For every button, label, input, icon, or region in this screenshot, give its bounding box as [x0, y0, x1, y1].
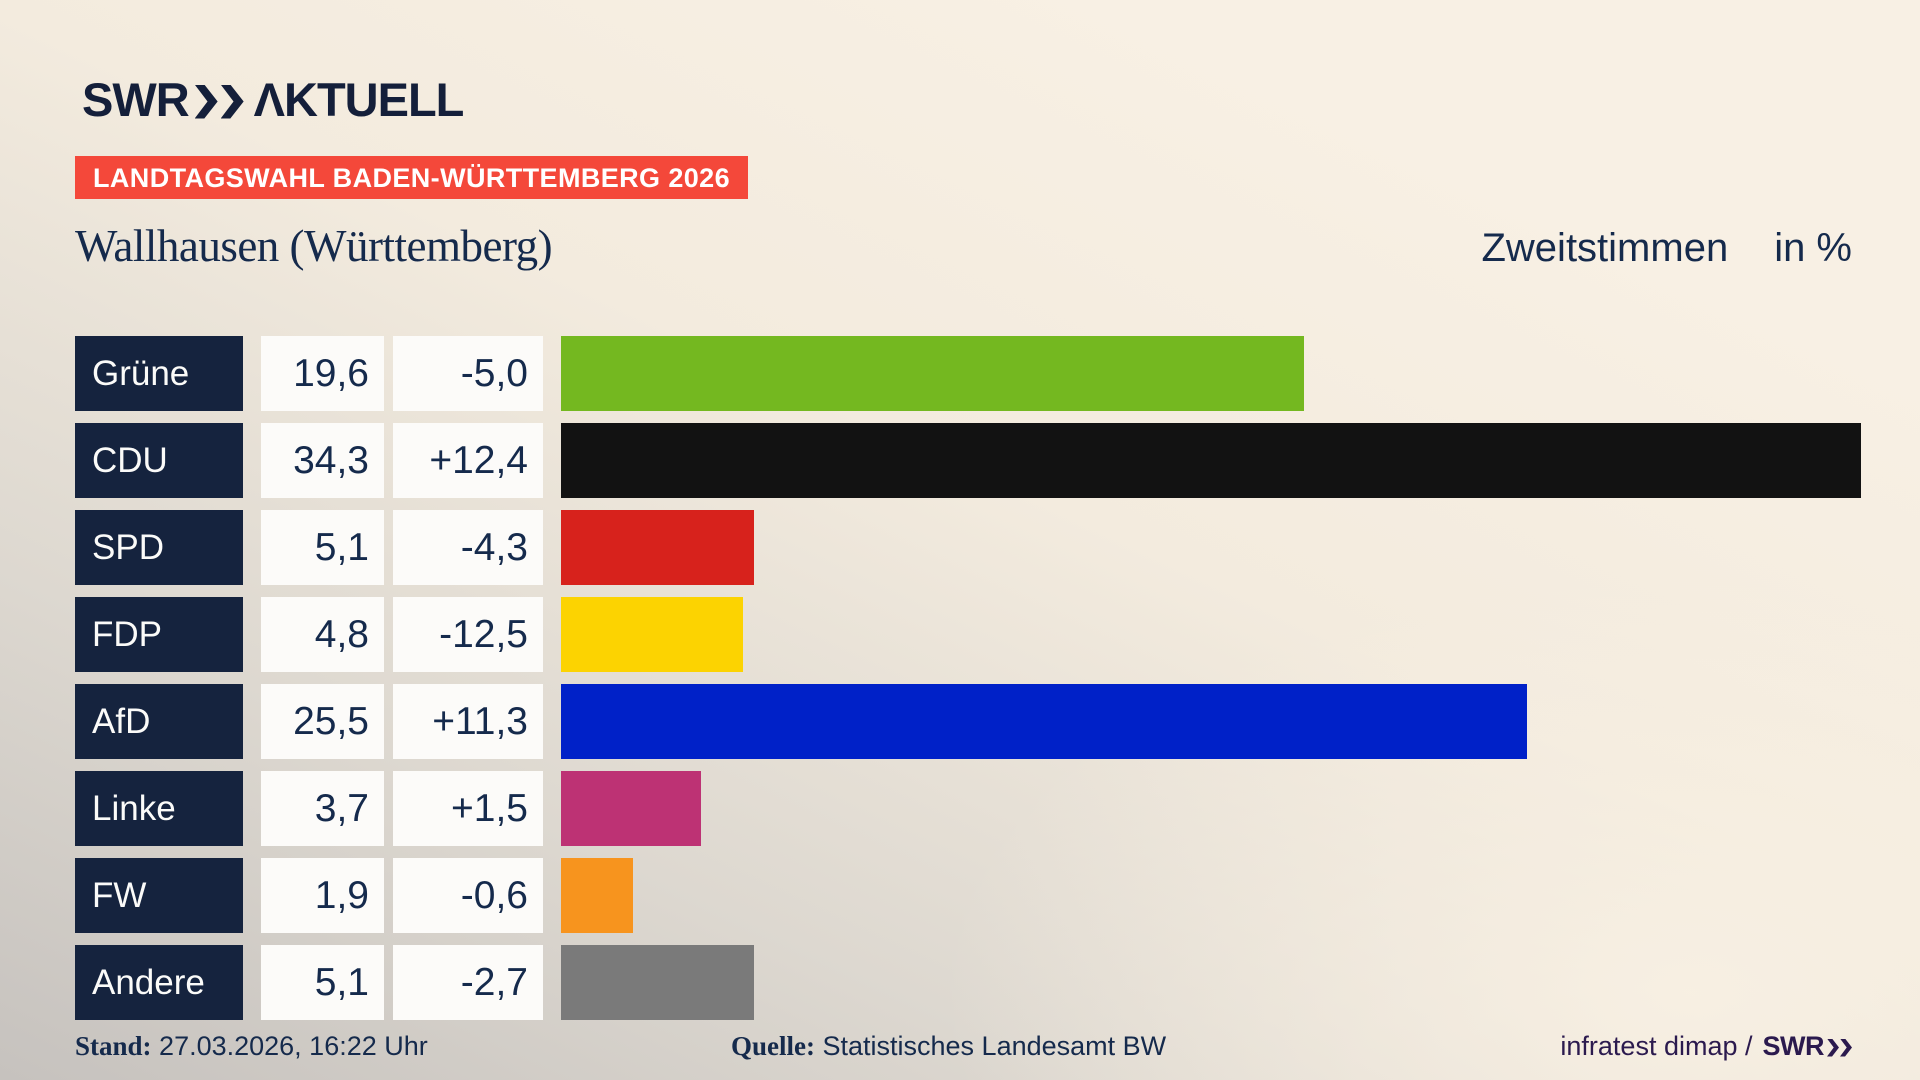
double-chevron-icon	[194, 84, 244, 119]
measure-unit: in %	[1774, 226, 1852, 270]
measure-label: Zweitstimmen in %	[1481, 226, 1852, 271]
party-row: Andere 5,1 -2,7	[75, 945, 1861, 1020]
timestamp: Stand: 27.03.2026, 16:22 Uhr	[75, 1031, 428, 1062]
party-change: -2,7	[393, 945, 543, 1020]
party-value: 34,3	[261, 423, 384, 498]
party-label: FW	[75, 858, 243, 933]
swr-aktuell-logo: SWR ΛKTUELL	[82, 72, 465, 127]
credit-text: infratest dimap /	[1560, 1031, 1753, 1061]
measure-name: Zweitstimmen	[1481, 226, 1729, 270]
party-value: 5,1	[261, 945, 384, 1020]
chevron-right-icon	[220, 84, 244, 119]
party-change: +12,4	[393, 423, 543, 498]
party-label: AfD	[75, 684, 243, 759]
chevron-right-icon	[1827, 1038, 1839, 1057]
party-label: Grüne	[75, 336, 243, 411]
bar-chart: Grüne 19,6 -5,0 CDU 34,3 +12,4 SPD 5,1 -4,3 FDP 4,…	[75, 336, 1861, 1032]
party-bar	[561, 423, 1861, 498]
party-value: 5,1	[261, 510, 384, 585]
logo-swr-text: SWR	[82, 73, 190, 126]
party-bar	[561, 336, 1304, 411]
party-row: SPD 5,1 -4,3	[75, 510, 1861, 585]
party-change: -5,0	[393, 336, 543, 411]
party-row: FDP 4,8 -12,5	[75, 597, 1861, 672]
party-value: 19,6	[261, 336, 384, 411]
party-change: -0,6	[393, 858, 543, 933]
chevron-right-icon	[194, 84, 218, 119]
party-label: CDU	[75, 423, 243, 498]
swr-logo-small: SWR	[1762, 1031, 1852, 1062]
party-bar	[561, 858, 633, 933]
source-label: Quelle:	[731, 1031, 815, 1061]
timestamp-value: 27.03.2026, 16:22 Uhr	[159, 1031, 428, 1061]
logo-swr-text: SWR	[1762, 1031, 1825, 1061]
credit: infratest dimap / SWR	[1560, 1031, 1852, 1062]
chevron-right-icon	[1840, 1038, 1852, 1057]
party-value: 25,5	[261, 684, 384, 759]
source: Quelle: Statistisches Landesamt BW	[731, 1031, 1166, 1062]
party-label: Linke	[75, 771, 243, 846]
party-bar	[561, 510, 754, 585]
party-row: AfD 25,5 +11,3	[75, 684, 1861, 759]
page-title: Wallhausen (Württemberg)	[75, 221, 553, 271]
party-change: -12,5	[393, 597, 543, 672]
party-change: +11,3	[393, 684, 543, 759]
party-row: FW 1,9 -0,6	[75, 858, 1861, 933]
party-change: +1,5	[393, 771, 543, 846]
party-label: SPD	[75, 510, 243, 585]
party-bar	[561, 771, 701, 846]
party-row: Linke 3,7 +1,5	[75, 771, 1861, 846]
party-change: -4,3	[393, 510, 543, 585]
party-value: 3,7	[261, 771, 384, 846]
party-row: CDU 34,3 +12,4	[75, 423, 1861, 498]
party-bar	[561, 597, 743, 672]
party-label: FDP	[75, 597, 243, 672]
party-bar	[561, 684, 1527, 759]
party-label: Andere	[75, 945, 243, 1020]
party-value: 1,9	[261, 858, 384, 933]
source-value: Statistisches Landesamt BW	[822, 1031, 1167, 1061]
party-value: 4,8	[261, 597, 384, 672]
timestamp-label: Stand:	[75, 1031, 152, 1061]
party-row: Grüne 19,6 -5,0	[75, 336, 1861, 411]
logo-aktuell-text: ΛKTUELL	[253, 73, 465, 126]
election-banner: LANDTAGSWAHL BADEN-WÜRTTEMBERG 2026	[75, 156, 749, 199]
party-bar	[561, 945, 754, 1020]
